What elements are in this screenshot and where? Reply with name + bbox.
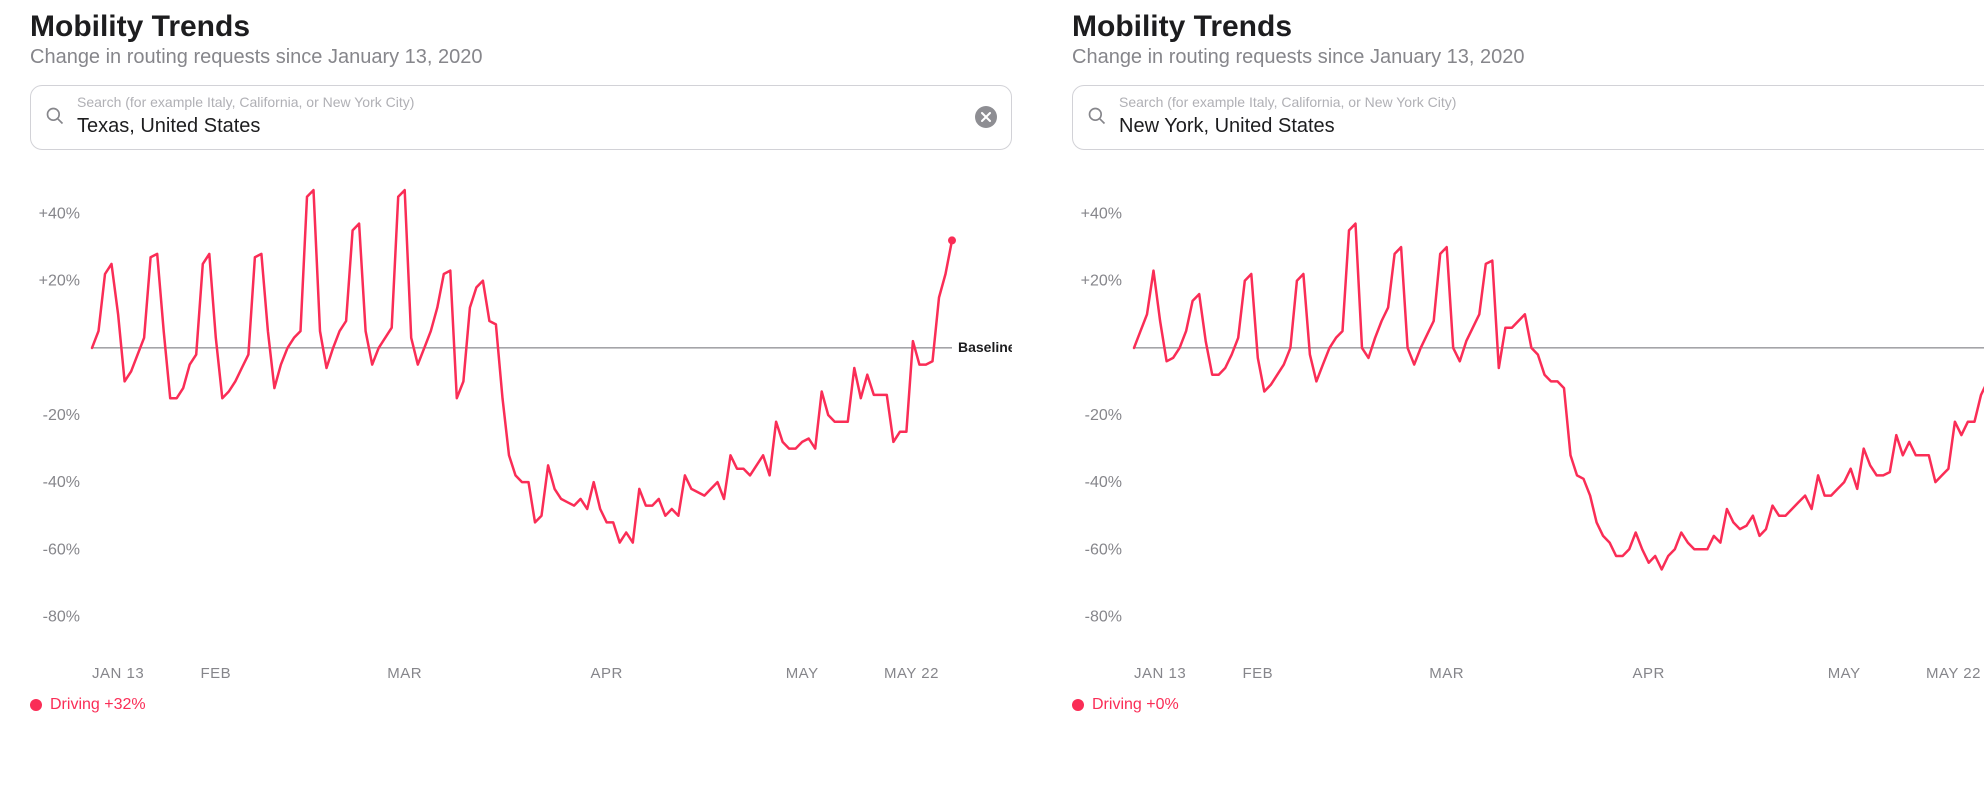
legend-driving: Driving +0% [1072, 696, 1984, 714]
x-axis-tick: APR [591, 665, 623, 682]
x-axis-tick: MAY 22 [884, 665, 939, 682]
y-axis-tick: -40% [43, 474, 80, 491]
x-axis-tick: FEB [1242, 665, 1273, 682]
search-icon [1087, 106, 1107, 131]
search-input[interactable] [1119, 113, 1984, 139]
y-axis-tick: -20% [43, 407, 80, 424]
search-placeholder: Search (for example Italy, California, o… [77, 94, 963, 111]
x-axis-tick: MAY 22 [1926, 665, 1981, 682]
x-axis-tick: MAY [786, 665, 819, 682]
search-icon [45, 106, 65, 131]
series-end-marker [948, 236, 956, 244]
legend-marker-icon [1072, 699, 1084, 711]
y-axis-tick: -80% [1085, 608, 1122, 625]
x-axis-tick: APR [1633, 665, 1665, 682]
mobility-chart: +40%+20%Baseline-20%-40%-60%-80%JAN 13FE… [1072, 170, 1984, 690]
x-axis-tick: MAR [1429, 665, 1464, 682]
driving-series-line [1134, 223, 1984, 569]
y-axis-tick: +40% [1081, 205, 1122, 222]
baseline-label: Baseline [958, 339, 1012, 355]
y-axis-tick: -60% [43, 541, 80, 558]
search-field[interactable]: Search (for example Italy, California, o… [30, 85, 1012, 150]
y-axis-tick: -20% [1085, 407, 1122, 424]
search-placeholder: Search (for example Italy, California, o… [1119, 94, 1984, 111]
clear-search-button[interactable] [975, 106, 997, 128]
x-axis-tick: JAN 13 [92, 665, 144, 682]
page-title: Mobility Trends [1072, 10, 1984, 44]
page-subtitle: Change in routing requests since January… [30, 46, 1012, 69]
x-axis-tick: MAY [1828, 665, 1861, 682]
mobility-chart: +40% +20% Baseline -20% -40% -60% -80% JAN 13 FE… [30, 170, 1012, 690]
y-axis-tick: +20% [39, 273, 80, 290]
legend-marker-icon [30, 699, 42, 711]
legend-driving: Driving +32% [30, 696, 1012, 714]
y-axis-tick: -80% [43, 608, 80, 625]
page-subtitle: Change in routing requests since January… [1072, 46, 1984, 69]
legend-label: Driving +32% [50, 696, 146, 714]
y-axis-tick: +20% [1081, 273, 1122, 290]
y-axis-tick: -40% [1085, 474, 1122, 491]
page-title: Mobility Trends [30, 10, 1012, 44]
search-field[interactable]: Search (for example Italy, California, o… [1072, 85, 1984, 150]
x-axis-tick: FEB [200, 665, 231, 682]
x-axis-tick: JAN 13 [1134, 665, 1186, 682]
y-axis-tick: -60% [1085, 541, 1122, 558]
driving-series-line [92, 190, 952, 542]
search-input[interactable] [77, 113, 963, 139]
y-axis-tick: +40% [39, 205, 80, 222]
x-axis-tick: MAR [387, 665, 422, 682]
legend-label: Driving +0% [1092, 696, 1179, 714]
